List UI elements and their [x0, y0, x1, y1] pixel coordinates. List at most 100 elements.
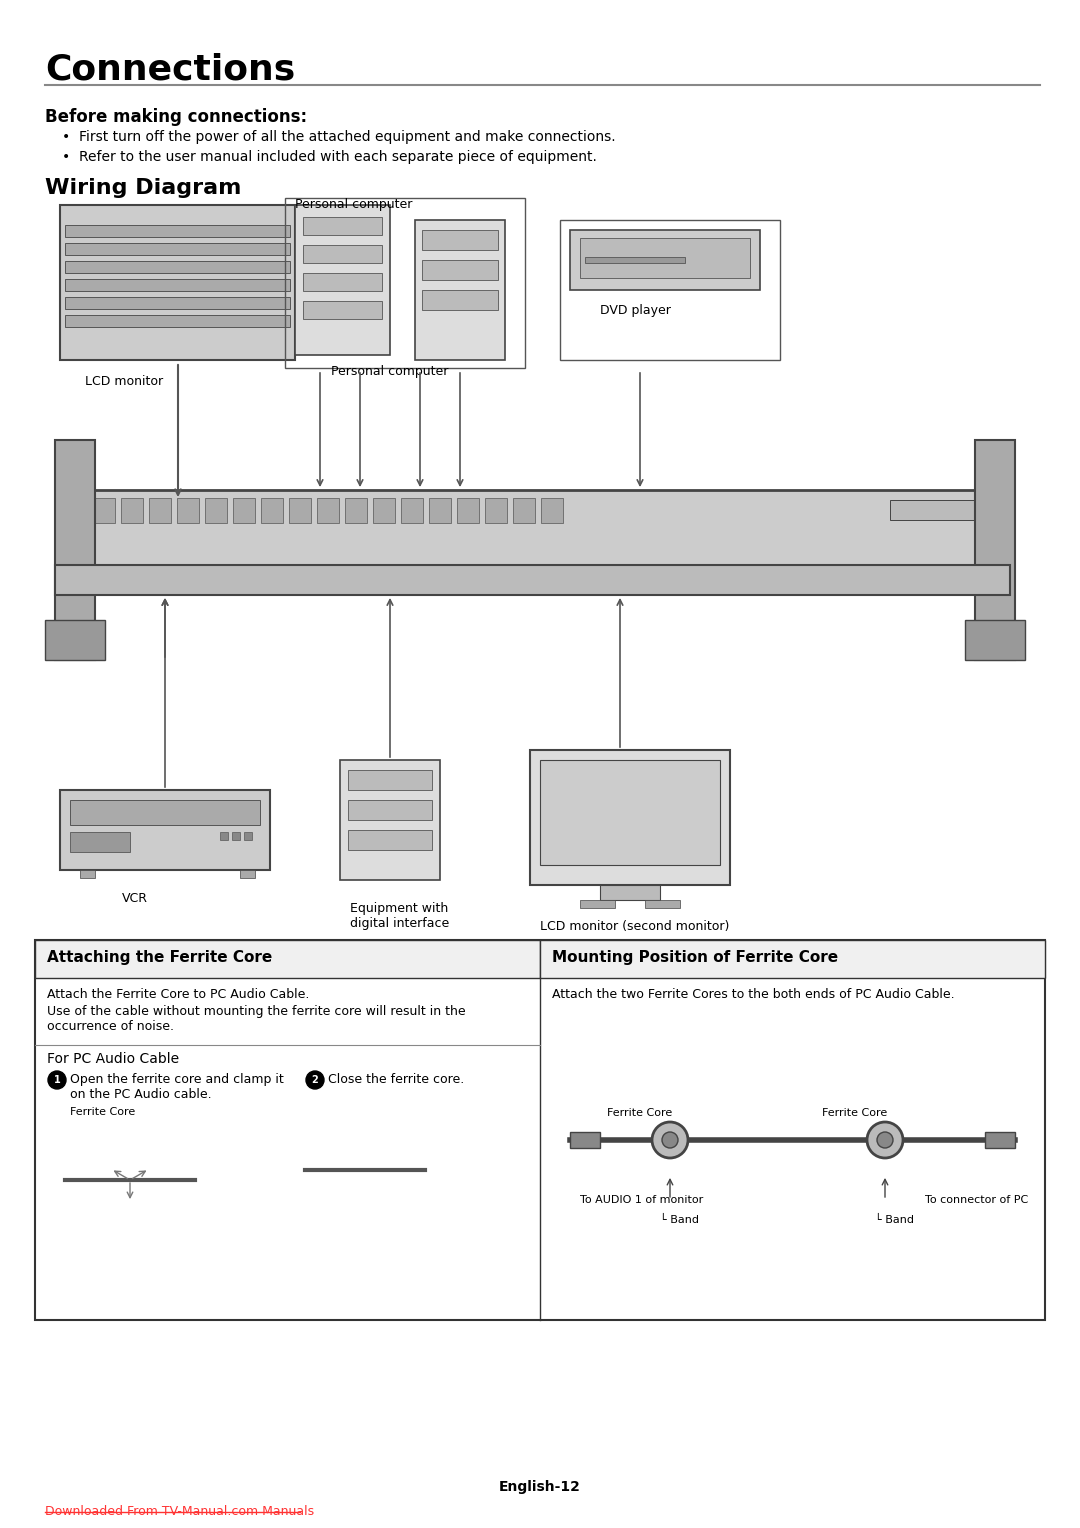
Bar	[35, 940, 540, 978]
Bar	[65, 261, 291, 274]
Bar	[65, 498, 87, 523]
Bar	[70, 833, 130, 853]
Bar	[35, 940, 1045, 1320]
Bar	[303, 217, 382, 235]
Bar	[422, 260, 498, 280]
Text: Wiring Diagram: Wiring Diagram	[45, 177, 241, 199]
Text: Before making connections:: Before making connections:	[45, 108, 307, 125]
Bar	[541, 498, 563, 523]
Text: VCR: VCR	[122, 892, 148, 905]
Bar	[65, 225, 291, 237]
Bar	[205, 498, 227, 523]
Bar	[540, 759, 720, 865]
Bar	[285, 199, 525, 368]
Bar	[422, 231, 498, 251]
Text: Attach the Ferrite Core to PC Audio Cable.: Attach the Ferrite Core to PC Audio Cabl…	[48, 989, 309, 1001]
Bar	[485, 498, 507, 523]
Bar	[60, 790, 270, 869]
Bar	[121, 498, 143, 523]
Bar	[55, 490, 1010, 565]
Bar	[890, 500, 1000, 520]
Bar	[600, 885, 660, 900]
Circle shape	[867, 1122, 903, 1158]
Text: 2: 2	[312, 1076, 319, 1085]
Bar	[985, 1132, 1015, 1148]
Bar	[373, 498, 395, 523]
Bar	[580, 900, 615, 908]
Bar	[585, 257, 685, 263]
Bar	[513, 498, 535, 523]
Bar	[561, 220, 780, 361]
Text: LCD monitor (second monitor): LCD monitor (second monitor)	[540, 920, 729, 934]
Bar	[261, 498, 283, 523]
Circle shape	[652, 1122, 688, 1158]
Bar	[540, 940, 1045, 978]
Bar	[348, 830, 432, 850]
Bar	[348, 770, 432, 790]
Text: Open the ferrite core and clamp it
on the PC Audio cable.: Open the ferrite core and clamp it on th…	[70, 1073, 284, 1102]
Bar	[401, 498, 423, 523]
Bar	[233, 498, 255, 523]
Bar	[570, 1132, 600, 1148]
Bar	[55, 565, 1010, 594]
Text: DVD player: DVD player	[600, 304, 671, 316]
Bar	[45, 620, 105, 660]
Bar	[149, 498, 171, 523]
Text: Personal computer: Personal computer	[295, 199, 413, 211]
Text: 1: 1	[54, 1076, 60, 1085]
Text: Connections: Connections	[45, 52, 295, 86]
Text: └ Band: └ Band	[875, 1215, 914, 1225]
Circle shape	[662, 1132, 678, 1148]
Bar	[966, 620, 1025, 660]
Bar	[70, 801, 260, 825]
Bar	[55, 440, 95, 660]
Text: Attaching the Ferrite Core: Attaching the Ferrite Core	[48, 950, 272, 966]
Bar	[348, 801, 432, 821]
Bar	[422, 290, 498, 310]
Text: To AUDIO 1 of monitor: To AUDIO 1 of monitor	[580, 1195, 703, 1206]
Text: English-12: English-12	[499, 1481, 581, 1494]
Text: Use of the cable without mounting the ferrite core will result in the
occurrence: Use of the cable without mounting the fe…	[48, 1005, 465, 1033]
Circle shape	[877, 1132, 893, 1148]
Bar	[345, 498, 367, 523]
Text: Downloaded From TV-Manual.com Manuals: Downloaded From TV-Manual.com Manuals	[45, 1505, 314, 1517]
Bar	[60, 205, 295, 361]
Bar	[177, 498, 199, 523]
Bar	[65, 243, 291, 255]
Bar	[220, 833, 228, 840]
Text: •  First turn off the power of all the attached equipment and make connections.: • First turn off the power of all the at…	[62, 130, 616, 144]
Bar	[570, 231, 760, 290]
Text: For PC Audio Cable: For PC Audio Cable	[48, 1051, 179, 1067]
Bar	[415, 220, 505, 361]
Text: Attach the two Ferrite Cores to the both ends of PC Audio Cable.: Attach the two Ferrite Cores to the both…	[552, 989, 955, 1001]
Bar	[975, 440, 1015, 660]
Text: •  Refer to the user manual included with each separate piece of equipment.: • Refer to the user manual included with…	[62, 150, 597, 163]
Bar	[457, 498, 480, 523]
Text: Equipment with
digital interface: Equipment with digital interface	[350, 902, 449, 931]
Bar	[303, 301, 382, 319]
Text: LCD monitor: LCD monitor	[85, 374, 163, 388]
Bar	[232, 833, 240, 840]
Bar	[65, 315, 291, 327]
Text: Personal computer: Personal computer	[332, 365, 448, 377]
Bar	[429, 498, 451, 523]
Circle shape	[306, 1071, 324, 1089]
Text: Close the ferrite core.: Close the ferrite core.	[328, 1073, 464, 1086]
Bar	[645, 900, 680, 908]
Bar	[80, 869, 95, 879]
Bar	[303, 244, 382, 263]
Bar	[318, 498, 339, 523]
Bar	[93, 498, 114, 523]
Bar	[303, 274, 382, 290]
Circle shape	[48, 1071, 66, 1089]
Text: Ferrite Core: Ferrite Core	[607, 1108, 673, 1118]
Text: To connector of PC: To connector of PC	[924, 1195, 1028, 1206]
Bar	[295, 205, 390, 354]
Text: Ferrite Core: Ferrite Core	[822, 1108, 888, 1118]
Bar	[65, 280, 291, 290]
Text: └ Band: └ Band	[660, 1215, 699, 1225]
Bar	[289, 498, 311, 523]
Bar	[65, 296, 291, 309]
Bar	[244, 833, 252, 840]
Bar	[240, 869, 255, 879]
